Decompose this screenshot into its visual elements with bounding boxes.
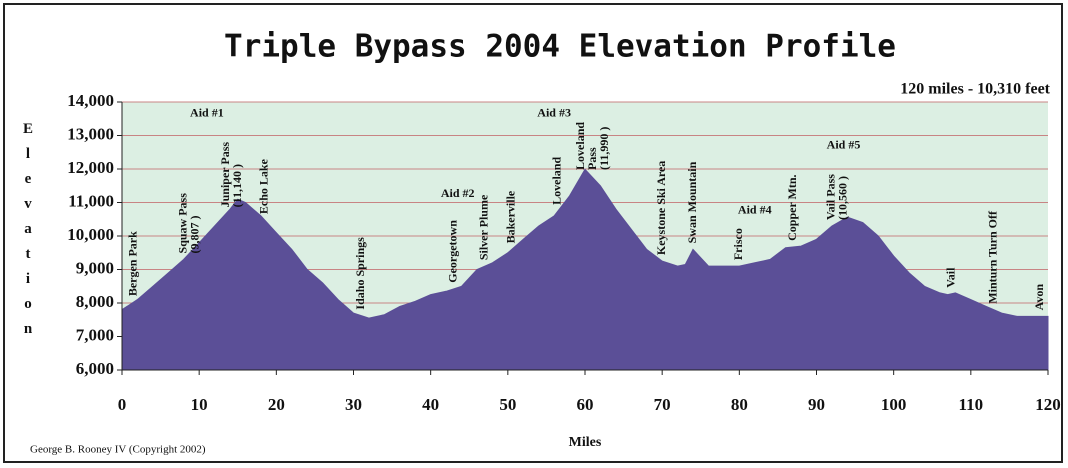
y-axis-letter: l [26,146,30,162]
elevation-area [121,168,1049,371]
landmark-label: (9,807 ) [187,215,201,253]
y-axis-letter: E [23,121,33,137]
landmark-label: Juniper Pass [218,142,232,208]
x-tick-label: 20 [268,395,285,414]
y-tick-label: 13,000 [67,124,114,143]
x-tick-label: 60 [577,395,594,414]
y-tick-label: 10,000 [67,225,114,244]
x-tick-label: 10 [191,395,208,414]
aid-station-label: Aid #3 [537,105,571,119]
x-tick-label: 80 [731,395,748,414]
y-axis-letter: e [25,171,32,187]
x-tick-label: 40 [422,395,439,414]
landmark-label: Vail Pass [824,174,838,220]
aid-station-label: Aid #1 [190,105,224,119]
chart-title: Triple Bypass 2004 Elevation Profile [224,29,896,65]
landmark-label: Loveland [573,122,587,170]
landmark-label: (11,140 ) [230,164,244,207]
x-tick-label: 30 [345,395,362,414]
landmark-label: Minturn Turn Off [986,210,1000,304]
x-tick-label: 110 [959,395,984,414]
landmark-label: Copper Mtn. [785,174,799,240]
aid-station-label: Aid #2 [441,186,475,200]
y-axis-letter: a [24,221,32,237]
credit: George B. Rooney IV (Copyright 2002) [30,444,206,456]
landmark-label: Swan Mountain [685,161,699,243]
landmark-label: Idaho Springs [353,237,367,310]
landmark-label: Frisco [731,228,745,260]
y-axis-letter: t [26,246,31,262]
landmark-label: Avon [1032,284,1046,311]
y-tick-label: 11,000 [68,191,114,210]
landmark-label: Vail [943,267,957,288]
landmark-label: Bakerville [503,190,517,243]
landmark-label: Keystone Ski Area [654,161,668,255]
y-axis-letter: n [24,321,33,337]
landmark-label: Georgetown [446,220,460,283]
y-tick-label: 9,000 [76,258,114,277]
landmark-label: (11,990 ) [597,127,611,170]
landmark-label: Bergen Park [125,231,139,296]
y-tick-label: 6,000 [76,359,114,378]
y-tick-label: 14,000 [67,91,114,110]
y-tick-label: 7,000 [76,325,114,344]
y-axis-letter: i [26,271,30,287]
landmark-label: Squaw Pass [175,193,189,254]
x-tick-label: 70 [654,395,671,414]
y-axis-letter: o [24,296,32,312]
subtitle: 120 miles - 10,310 feet [900,81,1050,98]
y-tick-label: 8,000 [76,292,114,311]
aid-station-label: Aid #5 [827,137,861,151]
x-tick-label: 100 [881,395,907,414]
x-axis-label: Miles [569,435,602,450]
x-tick-label: 0 [118,395,127,414]
x-tick-label: 120 [1035,395,1061,414]
landmark-label: Loveland [550,157,564,205]
aid-station-label: Aid #4 [738,203,772,217]
landmark-label: Echo Lake [257,158,271,214]
y-axis-letter: v [24,196,32,212]
y-tick-label: 12,000 [67,158,114,177]
x-tick-label: 50 [499,395,516,414]
x-tick-label: 90 [808,395,825,414]
landmark-label: Silver Plume [476,194,490,260]
landmark-label: Pass [585,147,599,170]
landmark-label: (10,560 ) [836,176,850,220]
